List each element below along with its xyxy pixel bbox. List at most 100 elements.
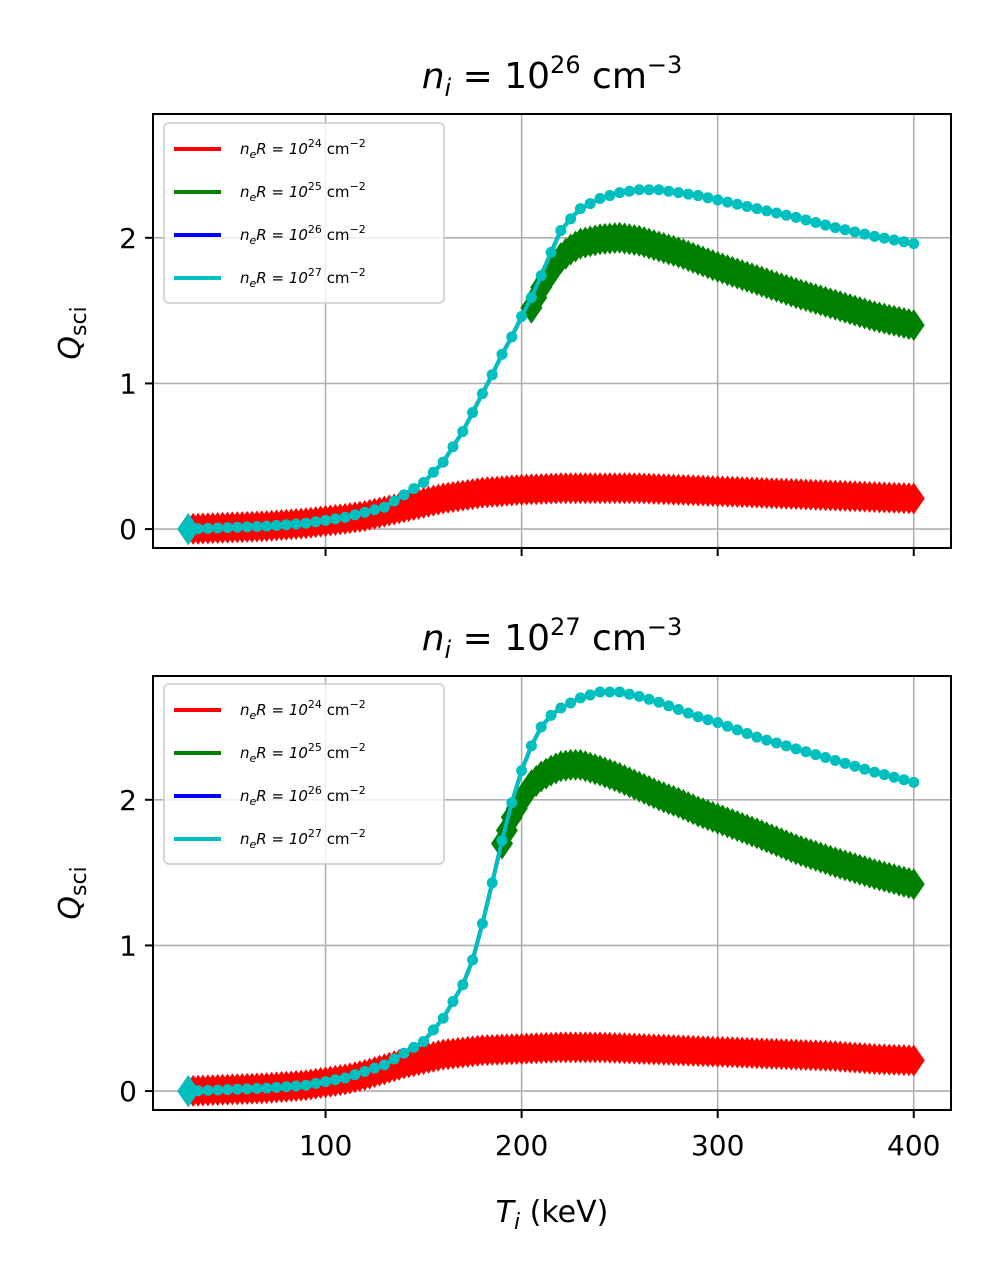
data-point [486,877,498,889]
data-point [555,225,567,237]
data-point [682,188,694,200]
data-point [320,514,332,526]
data-point [869,230,881,242]
legend: neR = 1024 cm−2 neR = 1025 cm−2 neR = 10… [163,122,445,304]
y-tick-label: 2 [119,784,137,817]
data-point [329,1074,341,1086]
data-point [290,518,302,530]
data-point [486,369,498,381]
data-point [751,731,763,743]
svg-text:neR = 1024 cm−2: neR = 1024 cm−2 [240,137,366,161]
series-1 [177,472,925,546]
data-point [908,238,920,250]
data-point [212,1084,224,1096]
data-point [902,1044,925,1077]
data-point [300,1079,312,1091]
data-point [369,504,381,516]
data-point [310,516,322,528]
data-point [290,1080,302,1092]
plot-area [177,686,925,1108]
data-point [633,184,645,196]
data-point [780,740,792,752]
data-point [457,979,469,991]
data-point [398,489,410,501]
y-tick-label: 0 [119,1075,137,1108]
data-point [829,222,841,234]
data-point [280,1081,292,1093]
y-tick-label: 0 [119,513,137,546]
data-point [467,407,479,419]
data-point [770,207,782,219]
data-point [241,521,253,533]
data-point [898,774,910,786]
data-point [594,686,606,698]
x-tick-label: 300 [691,1129,744,1162]
chart-panel-top: ni = 1026 cm−3 0 1 2 Qsci neR = 1024 cm−2 … [53,51,952,556]
data-point [663,185,675,197]
data-point [731,198,743,210]
data-point [702,192,714,204]
data-point [378,1059,390,1071]
data-point [202,1084,214,1096]
data-point [849,226,861,238]
data-point [339,511,351,523]
data-point [320,1076,332,1088]
data-point [584,689,596,701]
legend-entry: neR = 1025 cm−2 [174,741,366,765]
data-point [614,686,626,698]
data-point [177,513,200,546]
data-point [653,696,665,708]
data-point [369,1062,381,1074]
data-point [721,196,733,208]
data-point [339,1072,351,1084]
data-point [653,184,665,196]
data-point [555,702,567,714]
data-point [849,760,861,772]
data-point [712,194,724,206]
data-point [545,709,557,721]
legend-entry: neR = 1026 cm−2 [174,784,366,808]
data-point [476,918,488,930]
data-point [721,720,733,732]
legend-frame [163,683,445,865]
data-point [902,309,925,342]
data-point [231,1083,243,1095]
data-point [437,456,449,468]
x-tick-label: 100 [299,1129,352,1162]
data-point [535,721,547,733]
data-point [902,482,925,515]
data-point [222,1084,234,1096]
chart-panel-bottom: ni = 1027 cm−3 0 1 2 100 200 300 400 Qsci Ti (… [53,613,952,1235]
data-point [643,693,655,705]
data-point [761,734,773,746]
y-axis-label: Qsci [53,306,92,359]
data-point [780,209,792,221]
data-point [212,522,224,534]
data-point [516,765,528,777]
data-point [545,246,557,258]
svg-text:neR = 1026 cm−2: neR = 1026 cm−2 [240,784,366,808]
series-1 [177,1031,925,1108]
axes-frame [152,675,952,1111]
data-point [584,198,596,210]
legend-entry: neR = 1026 cm−2 [174,223,366,247]
data-point [349,509,361,521]
data-point [898,236,910,248]
data-point [447,996,459,1007]
data-point [731,724,743,736]
data-point [359,506,371,518]
data-point [810,749,822,761]
data-point [310,1077,322,1089]
data-point [800,746,812,758]
data-point [467,954,479,966]
data-point [359,1065,371,1077]
data-point [741,728,753,740]
data-point [761,205,773,217]
svg-text:neR = 1027 cm−2: neR = 1027 cm−2 [240,827,366,851]
svg-text:neR = 1025 cm−2: neR = 1025 cm−2 [240,180,366,204]
data-point [418,1036,430,1048]
legend-frame [163,122,445,304]
data-point [427,466,439,478]
data-point [810,217,822,228]
data-point [633,690,645,702]
